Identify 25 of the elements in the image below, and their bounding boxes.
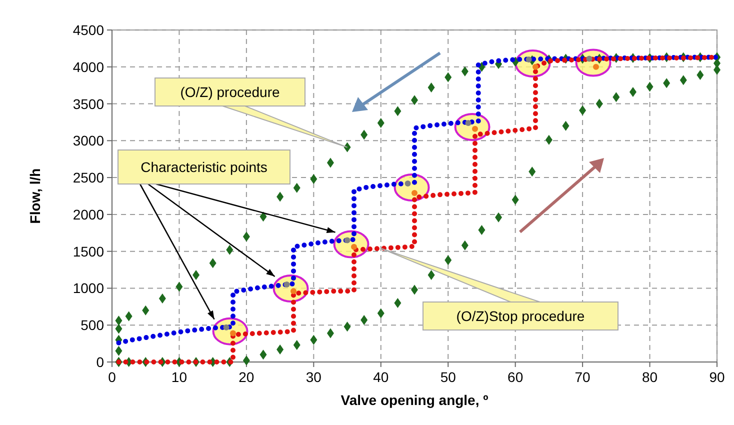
annotation: Characteristic points <box>140 159 268 175</box>
x-tick-label: 90 <box>709 369 725 385</box>
x-tick-label: 80 <box>642 369 658 385</box>
y-tick-label: 4500 <box>72 22 104 38</box>
x-tick-label: 60 <box>508 369 524 385</box>
y-tick-label: 2000 <box>72 206 104 222</box>
y-tick-label: 3500 <box>72 96 104 112</box>
x-tick-label: 40 <box>373 369 389 385</box>
x-tick-label: 30 <box>306 369 322 385</box>
x-tick-label: 70 <box>574 369 591 385</box>
x-axis-title: Valve opening angle, º <box>340 392 488 408</box>
y-tick-label: 1000 <box>72 280 104 296</box>
x-tick-label: 50 <box>440 369 456 385</box>
y-tick-label: 0 <box>96 354 104 370</box>
y-axis-title: Flow, l/h <box>27 168 43 224</box>
y-tick-label: 1500 <box>72 243 104 260</box>
annotation: (O/Z) procedure <box>180 84 280 100</box>
annotation: (O/Z)Stop procedure <box>456 308 585 324</box>
y-tick-label: 500 <box>80 317 104 334</box>
y-tick-label: 3000 <box>72 132 104 149</box>
x-tick-label: 20 <box>238 369 254 385</box>
y-tick-label: 4000 <box>72 58 104 75</box>
y-tick-label: 2500 <box>72 170 104 186</box>
x-tick-label: 0 <box>108 369 116 385</box>
x-tick-label: 10 <box>171 369 188 385</box>
